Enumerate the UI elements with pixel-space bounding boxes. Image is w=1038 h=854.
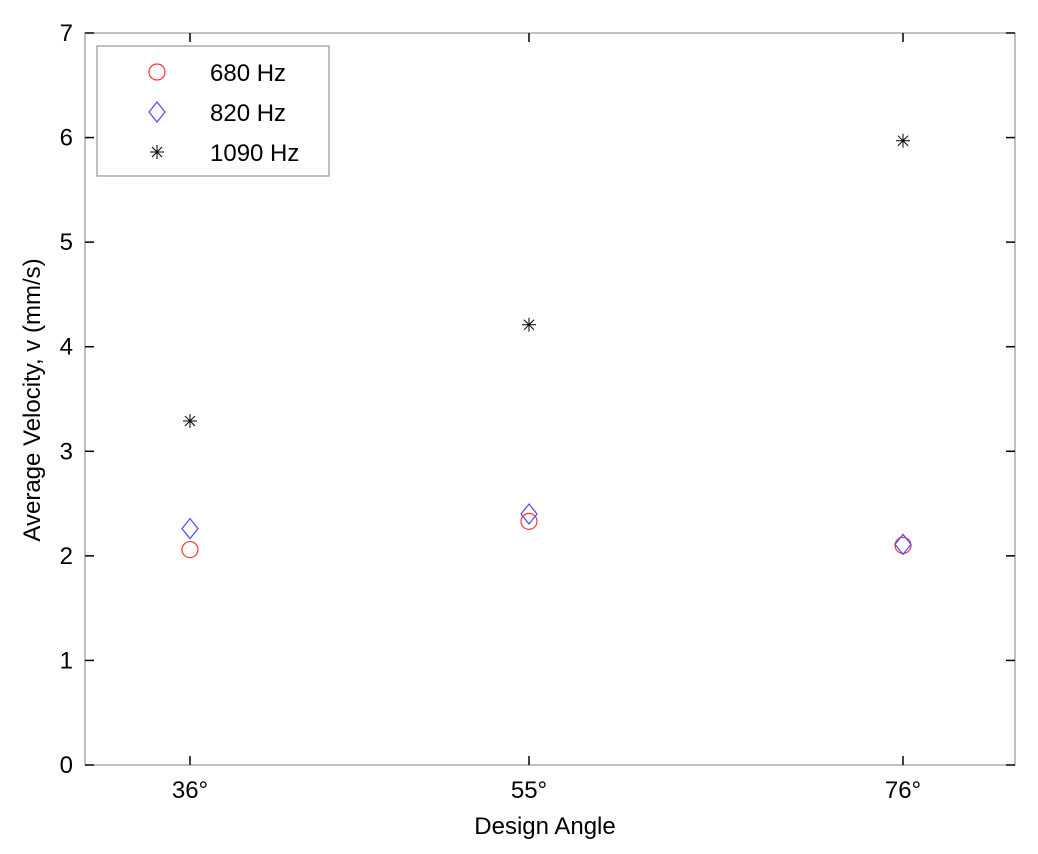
- y-axis-title: Average Velocity, v (mm/s): [19, 258, 46, 541]
- y-axis-ticks: 0 1 2 3 4 5 6 7: [60, 20, 1015, 779]
- y-tick-label: 2: [60, 543, 73, 570]
- x-axis-ticks: 36° 55° 76°: [172, 33, 921, 804]
- data-point: [181, 517, 199, 540]
- x-axis-title: Design Angle: [474, 813, 615, 840]
- data-point: [896, 133, 910, 148]
- legend: 680 Hz 820 Hz 1090 Hz: [96, 45, 330, 177]
- x-tick-label: 55°: [511, 777, 547, 804]
- legend-label: 680 Hz: [210, 60, 286, 87]
- y-tick-label: 6: [60, 125, 73, 152]
- data-point: [183, 413, 197, 428]
- data-point: [522, 317, 536, 332]
- data-point: [520, 503, 538, 525]
- data-point: [181, 540, 199, 559]
- legend-marker: [150, 145, 164, 159]
- legend-label: 1090 Hz: [210, 140, 299, 167]
- y-tick-label: 1: [60, 647, 73, 674]
- y-tick-label: 7: [60, 20, 73, 47]
- x-tick-label: 76°: [885, 777, 921, 804]
- data-markers: [181, 133, 912, 559]
- x-tick-label: 36°: [172, 777, 208, 804]
- legend-marker: [148, 63, 166, 81]
- legend-box: [96, 45, 330, 177]
- y-tick-label: 4: [60, 334, 73, 361]
- y-tick-label: 5: [60, 229, 73, 256]
- legend-label: 820 Hz: [210, 100, 286, 127]
- legend-marker: [148, 101, 166, 123]
- y-tick-label: 0: [60, 752, 73, 779]
- data-point: [520, 512, 538, 530]
- data-point: [894, 533, 912, 556]
- y-tick-label: 3: [60, 438, 73, 465]
